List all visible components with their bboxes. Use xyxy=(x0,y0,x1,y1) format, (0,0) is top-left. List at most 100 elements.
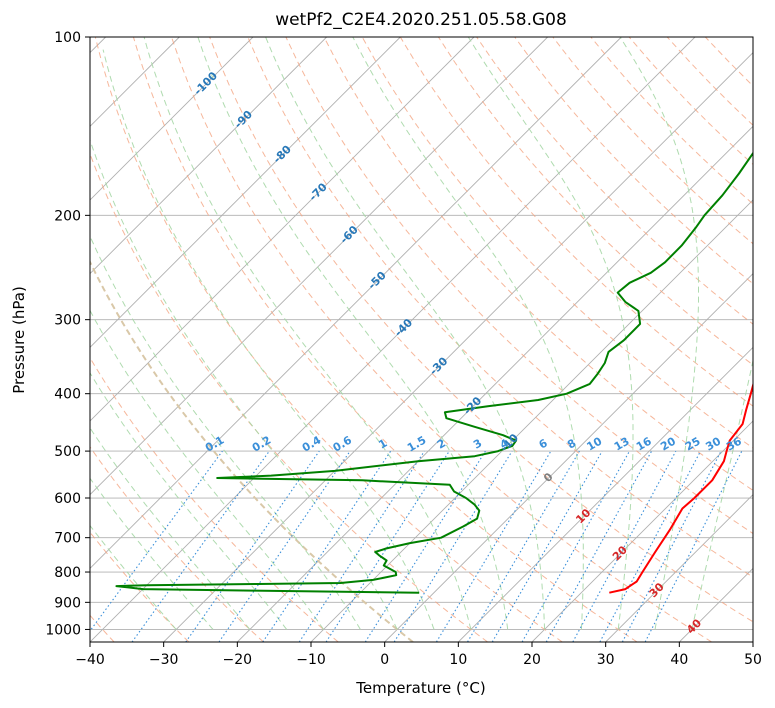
x-tick-label: 50 xyxy=(744,652,762,668)
mixing-ratio-line xyxy=(218,450,351,642)
dry-adiabat xyxy=(132,37,638,642)
isotherm-line xyxy=(90,37,401,348)
dry-adiabats xyxy=(90,37,753,642)
temperature-profile xyxy=(609,381,753,594)
y-axis-ticks: 100 200 300 400 500 600 700 800 900 1000 xyxy=(45,30,90,638)
isotherm-line xyxy=(458,346,753,642)
y-tick-label: 200 xyxy=(54,208,81,224)
moist-adiabat xyxy=(90,524,177,630)
isotherm-line xyxy=(90,37,254,201)
freezing-adiabat xyxy=(90,259,414,642)
sounding-series xyxy=(115,151,753,594)
mixing-ratio-label: 1 xyxy=(376,437,389,452)
y-tick-label: 100 xyxy=(54,30,81,46)
isotherm-line xyxy=(90,37,548,496)
y-axis-label: Pressure (hPa) xyxy=(10,286,28,394)
isotherm-lines xyxy=(90,37,753,642)
x-tick-label: 20 xyxy=(523,652,541,668)
mixing-ratio-line xyxy=(599,450,702,642)
x-tick-label: −30 xyxy=(149,652,179,668)
dry-adiabat xyxy=(90,260,414,642)
moist-adiabat xyxy=(265,37,546,630)
dry-adiabat xyxy=(704,37,753,87)
isotherm-label: -50 xyxy=(365,269,388,292)
mixing-ratio-line xyxy=(545,450,653,642)
moist-adiabat xyxy=(90,427,251,630)
dry-adiabat xyxy=(514,37,753,285)
y-tick-label: 500 xyxy=(54,444,81,460)
dry-adiabat xyxy=(209,37,753,623)
isotherm-line xyxy=(90,37,327,275)
isotherm-label: 30 xyxy=(647,580,667,600)
isotherm-line xyxy=(384,273,753,642)
mixing-ratio-line xyxy=(435,450,552,642)
mixing-ratio-line xyxy=(90,450,223,632)
y-tick-label: 1000 xyxy=(45,622,81,638)
moist-adiabat xyxy=(90,235,361,630)
isotherm-line xyxy=(679,567,753,642)
x-tick-label: 30 xyxy=(597,652,615,668)
dry-adiabat xyxy=(437,37,753,366)
y-tick-label: 900 xyxy=(54,595,81,611)
mixing-ratio-label: 3 xyxy=(471,437,484,452)
x-axis-label: Temperature (°C) xyxy=(355,679,485,697)
mixing-ratio-line xyxy=(521,450,630,642)
mixing-ratio-line xyxy=(185,450,320,642)
y-tick-label: 400 xyxy=(54,387,81,403)
dry-adiabat xyxy=(476,37,753,325)
dry-adiabat xyxy=(171,37,712,642)
moist-adiabat xyxy=(691,358,753,630)
isotherm-label: 10 xyxy=(573,506,593,526)
mixing-ratio-line xyxy=(467,450,580,642)
mixing-ratio-line xyxy=(572,450,677,642)
dry-adiabat xyxy=(666,37,753,126)
moist-adiabat xyxy=(352,37,584,630)
y-tick-label: 600 xyxy=(54,491,81,507)
moist-adiabat xyxy=(90,309,324,630)
x-axis-ticks: −40 −30 −20 −10 0 10 20 30 40 50 xyxy=(75,642,762,668)
isotherm-line xyxy=(605,494,753,642)
isotherm-line xyxy=(531,420,753,642)
isotherm-label: -100 xyxy=(191,69,220,98)
moist-adiabat xyxy=(102,49,435,630)
isotherm-line xyxy=(752,641,753,642)
x-tick-label: −10 xyxy=(296,652,326,668)
mixing-ratio-line xyxy=(393,450,513,642)
dry-adiabat xyxy=(90,446,264,642)
x-tick-label: −20 xyxy=(223,652,253,668)
isotherm-line xyxy=(237,125,753,642)
isotherm-label: -30 xyxy=(427,354,450,377)
y-tick-label: 800 xyxy=(54,565,81,581)
isotherm-line xyxy=(90,37,475,422)
moist-adiabat xyxy=(90,371,288,630)
plot-frame xyxy=(89,36,754,643)
x-tick-label: 0 xyxy=(380,652,389,668)
isotherm-label: -90 xyxy=(232,108,255,131)
dewpoint-profile xyxy=(115,151,753,594)
dry-adiabat xyxy=(94,37,563,642)
moist-adiabat xyxy=(143,37,472,630)
dry-adiabat xyxy=(323,37,753,491)
plot-area: -100-90-80-70-60-50-40-30-20-10010203040… xyxy=(90,37,753,642)
dry-adiabat xyxy=(552,37,753,245)
isotherm-line xyxy=(90,37,696,642)
x-tick-label: −40 xyxy=(75,652,105,668)
isotherm-line xyxy=(163,52,753,642)
moist-adiabat xyxy=(197,37,509,630)
moist-adiabat xyxy=(467,37,634,630)
isotherm-label: -20 xyxy=(461,394,484,417)
isotherm-label: -60 xyxy=(338,223,361,246)
dry-adiabat xyxy=(90,152,488,642)
x-tick-label: 10 xyxy=(449,652,467,668)
isotherm-line xyxy=(90,37,622,569)
x-tick-label: 40 xyxy=(670,652,688,668)
moist-adiabat xyxy=(619,37,699,630)
mixing-ratio-line xyxy=(491,450,603,642)
isotherm-label: 40 xyxy=(684,616,704,636)
mixing-ratio-label: 6 xyxy=(537,436,550,451)
y-tick-label: 700 xyxy=(54,531,81,547)
dry-adiabat xyxy=(90,531,190,642)
mixing-ratio-label: 2 xyxy=(435,437,448,452)
